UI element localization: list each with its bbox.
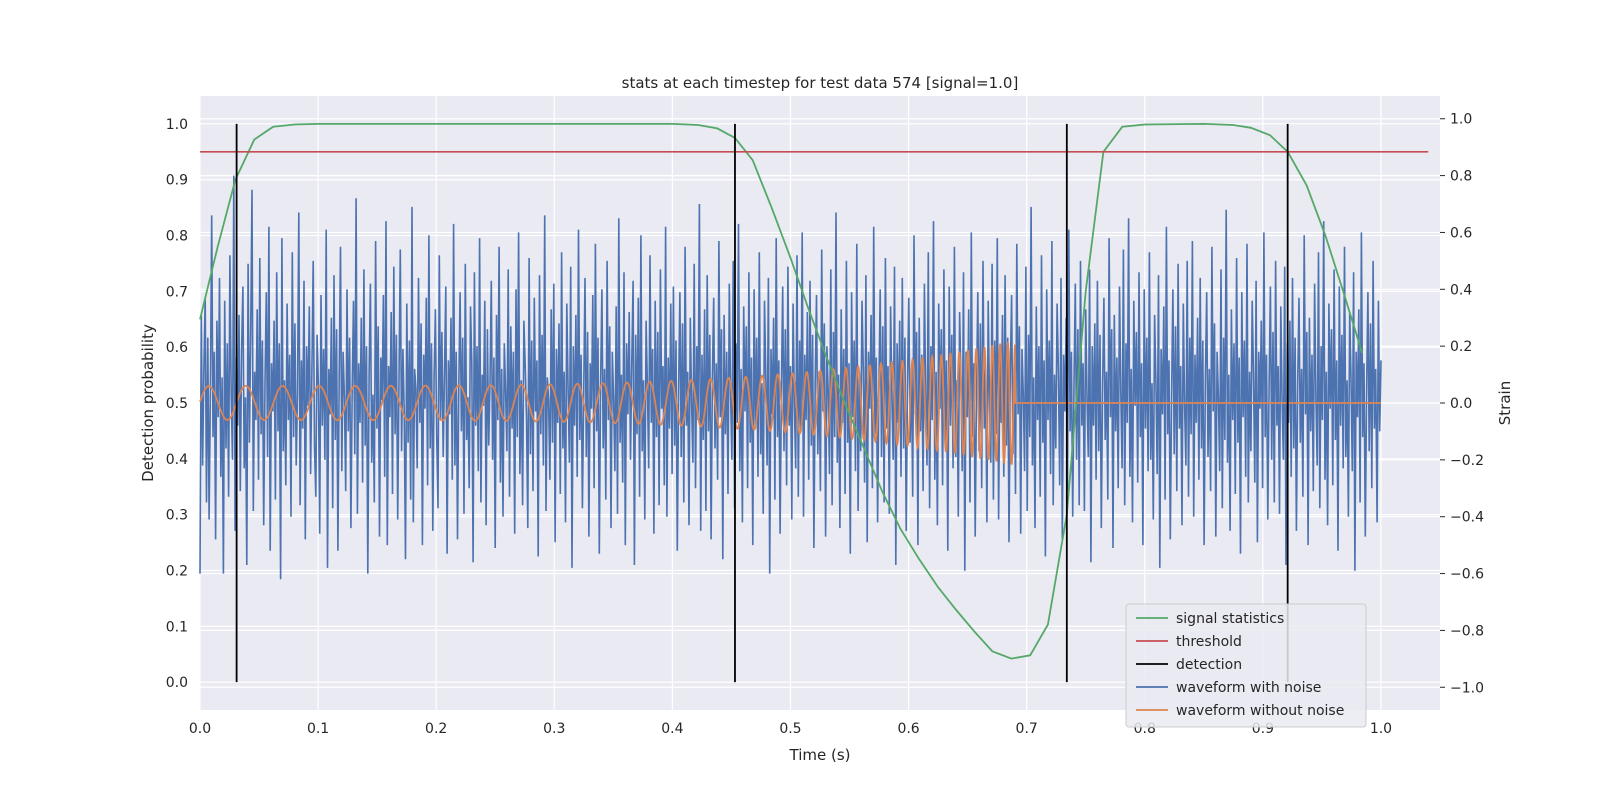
- legend-label: threshold: [1176, 634, 1242, 650]
- x-tick-label: 0.7: [1016, 721, 1038, 737]
- y-tick-label: 0.8: [166, 229, 188, 245]
- x-tick-label: 0.0: [189, 721, 211, 737]
- x-tick-label: 0.2: [425, 721, 447, 737]
- y2-tick-label: 0.4: [1450, 282, 1472, 298]
- y-tick-label: 0.0: [166, 675, 188, 691]
- x-tick-label: 0.6: [897, 721, 919, 737]
- series-line-waveform-without-noise: [199, 341, 1381, 465]
- y2-tick-label: −1.0: [1450, 680, 1484, 696]
- y2-tick-label: 0.2: [1450, 339, 1472, 355]
- x-tick-label: 0.3: [543, 721, 565, 737]
- x-tick-label: 0.4: [661, 721, 683, 737]
- y2-tick-label: −0.8: [1450, 623, 1484, 639]
- y-tick-label: 0.7: [166, 284, 188, 300]
- y2-tick-label: −0.6: [1450, 567, 1484, 583]
- y2-axis-label: Strain: [1496, 381, 1514, 425]
- x-axis-label: Time (s): [789, 746, 851, 764]
- x-tick-label: 0.5: [779, 721, 801, 737]
- x-tick-label: 0.1: [307, 721, 329, 737]
- legend-label: waveform without noise: [1176, 703, 1344, 719]
- y-tick-label: 0.3: [166, 508, 188, 524]
- legend-label: waveform with noise: [1176, 680, 1321, 696]
- y2-tick-label: 0.0: [1450, 396, 1472, 412]
- chart-title: stats at each timestep for test data 574…: [622, 74, 1019, 92]
- ticks: 0.0 0.1 0.2 0.3 0.4 0.5 0.6 0.7 0.8 0.9 1.0 0.0 0.1 0…: [166, 112, 1484, 737]
- legend: signal statistics threshold detection wavef…: [1125, 603, 1367, 728]
- series-group: [199, 122, 1429, 683]
- x-tick-label: 1.0: [1370, 721, 1392, 737]
- y-tick-label: 0.6: [166, 340, 188, 356]
- y-tick-label: 0.2: [166, 563, 188, 579]
- y-tick-label: 0.9: [166, 173, 188, 189]
- legend-box: [1125, 603, 1367, 728]
- y2-tick-label: −0.2: [1450, 453, 1484, 469]
- y-tick-label: 0.5: [166, 396, 188, 412]
- y2-tick-label: 1.0: [1450, 112, 1472, 128]
- y-axis-label: Detection probability: [139, 324, 157, 482]
- legend-label: signal statistics: [1176, 611, 1284, 627]
- y2-tick-label: 0.8: [1450, 169, 1472, 185]
- y-tick-label: 0.1: [166, 619, 188, 635]
- series-line-signal-statistics: [199, 122, 1363, 660]
- y2-tick-label: 0.6: [1450, 225, 1472, 241]
- y-tick-label: 0.4: [166, 452, 188, 468]
- y2-tick-label: −0.4: [1450, 510, 1484, 526]
- legend-label: detection: [1176, 657, 1242, 673]
- y-tick-label: 1.0: [166, 117, 188, 133]
